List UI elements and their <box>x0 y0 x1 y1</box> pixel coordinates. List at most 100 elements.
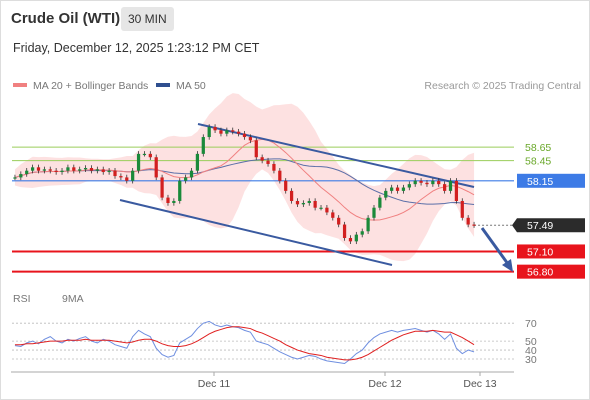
candle-body <box>372 207 376 218</box>
candle-body <box>301 203 305 205</box>
candle-body <box>378 197 382 208</box>
x-tick-label: Dec 11 <box>198 378 231 390</box>
attribution: Research © 2025 Trading Central <box>424 80 581 92</box>
candle-body <box>354 234 358 242</box>
rsi-label: RSI <box>13 293 31 305</box>
ma50-label: MA 50 <box>176 80 206 92</box>
candle-body <box>201 137 205 154</box>
candle-body <box>248 137 253 141</box>
interval-button[interactable]: 30 MIN <box>121 7 174 31</box>
rsi-tick-label: 70 <box>525 318 537 330</box>
title-bar: Crude Oil (WTI) 30 MIN <box>0 0 590 38</box>
candle-body <box>437 180 441 185</box>
last-price-tag <box>512 218 585 233</box>
support-label: 57.10 <box>527 246 553 258</box>
candle-body <box>83 168 88 170</box>
x-tick-label: Dec 12 <box>368 378 401 390</box>
candle-body <box>272 163 276 171</box>
pivot-tag <box>517 173 585 188</box>
legend-ma20: MA 20 + Bollinger Bands <box>13 80 148 92</box>
candle-body <box>419 180 423 183</box>
rsi-line <box>14 320 475 365</box>
candle-body <box>313 200 317 208</box>
candle-body <box>195 153 200 171</box>
candle-body <box>407 184 411 188</box>
candle-body <box>60 170 64 173</box>
forecast-arrow-shaft <box>480 227 510 265</box>
candle-body <box>448 180 453 191</box>
instrument-title: Crude Oil (WTI) <box>11 10 121 27</box>
candle-body <box>25 170 29 175</box>
candle-body <box>319 207 323 209</box>
candle-body <box>260 157 264 161</box>
legend-rsi: RSI <box>13 293 31 305</box>
candle-body <box>295 200 300 205</box>
ma50-swatch-icon <box>156 83 170 88</box>
candle-body <box>413 180 417 185</box>
candle-body <box>307 200 311 203</box>
candle-body <box>466 217 470 225</box>
rsi-tick-label: 30 <box>525 354 537 366</box>
candle-body <box>472 224 476 226</box>
candle-body <box>48 169 52 171</box>
candle-body <box>36 167 41 171</box>
support-tag <box>517 264 585 279</box>
candle-body <box>360 231 364 235</box>
candle-body <box>172 200 176 203</box>
x-tick-label: Dec 13 <box>463 378 496 390</box>
candle-body <box>284 180 288 191</box>
candle-body <box>390 187 394 191</box>
legend-ma50: MA 50 <box>156 80 206 92</box>
candle-body <box>42 169 46 171</box>
candle-body <box>101 169 105 173</box>
candle-body <box>431 180 435 185</box>
candle-body <box>289 190 294 201</box>
forecast-arrow-head-icon <box>502 259 513 272</box>
candle-body <box>254 140 258 158</box>
candle-body <box>113 170 117 177</box>
candle-body <box>225 130 229 134</box>
candle-body <box>89 168 94 171</box>
candle-body <box>236 131 241 134</box>
candle-body <box>207 126 211 138</box>
channel-lower-line <box>119 199 393 266</box>
ma20-label: MA 20 + Bollinger Bands <box>33 80 149 92</box>
candle-body <box>19 174 23 178</box>
candle-body <box>72 167 76 171</box>
resistance-label: 58.65 <box>525 142 551 154</box>
candle-body <box>219 130 223 134</box>
candle-body <box>160 177 164 198</box>
candle-body <box>348 238 353 242</box>
rsi-tick-label: 50 <box>525 336 537 348</box>
candle-body <box>325 207 329 213</box>
bollinger-band <box>14 93 475 262</box>
rsi-tick-label: 40 <box>525 345 537 357</box>
candle-body <box>148 153 152 158</box>
rsi-ma-label: 9MA <box>62 293 84 305</box>
rsi-ma-line <box>14 326 475 361</box>
candle-body <box>454 180 459 201</box>
candle-body <box>366 217 370 232</box>
candle-body <box>460 200 464 218</box>
candle-body <box>107 170 111 173</box>
candle-body <box>136 153 141 171</box>
candle-body <box>125 177 129 181</box>
candle-body <box>331 212 335 218</box>
legend-rsi-ma: 9MA <box>62 293 84 305</box>
candle-body <box>231 130 235 132</box>
candle-body <box>78 169 82 171</box>
last-price-label: 57.49 <box>527 220 553 232</box>
candle-body <box>13 177 17 179</box>
candle-body <box>213 126 217 131</box>
candle-body <box>337 217 341 225</box>
candle-body <box>425 182 429 185</box>
pivot-label: 58.15 <box>527 176 553 188</box>
candle-body <box>154 157 158 178</box>
candle-body <box>242 133 247 138</box>
candle-body <box>54 170 58 173</box>
candle-body <box>131 170 135 181</box>
candle-body <box>384 190 388 198</box>
candle-body <box>342 224 347 238</box>
candle-body <box>401 187 406 191</box>
